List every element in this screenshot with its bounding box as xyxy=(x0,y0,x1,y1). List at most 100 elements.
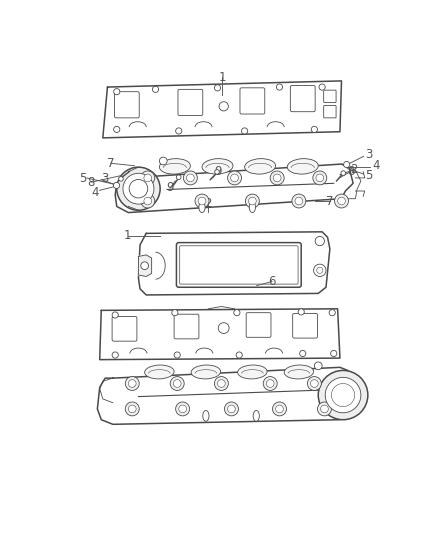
Ellipse shape xyxy=(238,365,267,379)
Circle shape xyxy=(128,379,136,387)
Circle shape xyxy=(224,402,238,416)
Circle shape xyxy=(332,384,355,407)
Circle shape xyxy=(173,379,181,387)
Circle shape xyxy=(141,194,155,208)
Circle shape xyxy=(187,174,194,182)
Text: 5: 5 xyxy=(79,172,86,184)
FancyBboxPatch shape xyxy=(112,317,137,341)
Ellipse shape xyxy=(203,410,209,421)
Text: 4: 4 xyxy=(92,185,99,198)
Circle shape xyxy=(266,379,274,387)
Circle shape xyxy=(177,175,181,180)
Circle shape xyxy=(315,237,325,246)
Ellipse shape xyxy=(145,365,174,379)
Polygon shape xyxy=(138,255,152,277)
Circle shape xyxy=(311,379,318,387)
Circle shape xyxy=(129,180,148,198)
Text: 7: 7 xyxy=(107,157,114,170)
Circle shape xyxy=(245,194,259,208)
Circle shape xyxy=(325,377,361,413)
Circle shape xyxy=(321,405,328,413)
Text: 4: 4 xyxy=(373,159,380,172)
Text: 5: 5 xyxy=(365,169,372,182)
Circle shape xyxy=(184,171,198,185)
Circle shape xyxy=(119,176,123,181)
Circle shape xyxy=(112,352,118,358)
Circle shape xyxy=(276,405,283,413)
FancyBboxPatch shape xyxy=(174,314,199,339)
Circle shape xyxy=(314,264,326,277)
Circle shape xyxy=(198,197,206,205)
Circle shape xyxy=(319,84,325,90)
Circle shape xyxy=(248,197,256,205)
Circle shape xyxy=(123,173,154,204)
Circle shape xyxy=(113,182,120,189)
Text: 2: 2 xyxy=(350,163,357,176)
FancyBboxPatch shape xyxy=(324,90,336,102)
Text: 1: 1 xyxy=(219,70,226,84)
Circle shape xyxy=(234,310,240,316)
Circle shape xyxy=(174,352,180,358)
Circle shape xyxy=(144,174,152,182)
Circle shape xyxy=(141,171,155,185)
Text: 6: 6 xyxy=(268,275,276,288)
Circle shape xyxy=(292,194,306,208)
Ellipse shape xyxy=(249,202,255,213)
Ellipse shape xyxy=(287,159,318,174)
Circle shape xyxy=(141,262,148,270)
FancyBboxPatch shape xyxy=(114,92,139,118)
FancyBboxPatch shape xyxy=(293,313,318,338)
FancyBboxPatch shape xyxy=(246,313,271,337)
Text: 3: 3 xyxy=(365,148,372,161)
Circle shape xyxy=(343,161,350,167)
Circle shape xyxy=(144,197,152,205)
Circle shape xyxy=(176,128,182,134)
Text: 8: 8 xyxy=(347,165,354,178)
Circle shape xyxy=(214,85,221,91)
Ellipse shape xyxy=(202,159,233,174)
Text: 1: 1 xyxy=(124,229,131,242)
Circle shape xyxy=(311,126,318,133)
Circle shape xyxy=(228,405,235,413)
Ellipse shape xyxy=(159,159,191,174)
Circle shape xyxy=(331,350,337,357)
Circle shape xyxy=(219,102,228,111)
Circle shape xyxy=(218,379,225,387)
FancyBboxPatch shape xyxy=(324,106,336,118)
Circle shape xyxy=(159,157,167,165)
Circle shape xyxy=(276,84,283,90)
Circle shape xyxy=(214,377,228,391)
Circle shape xyxy=(112,312,118,318)
Circle shape xyxy=(272,402,286,416)
Circle shape xyxy=(307,377,321,391)
Circle shape xyxy=(152,86,159,92)
Circle shape xyxy=(318,402,332,416)
Ellipse shape xyxy=(284,365,314,379)
Circle shape xyxy=(215,169,219,174)
Ellipse shape xyxy=(191,365,221,379)
Circle shape xyxy=(295,197,303,205)
Circle shape xyxy=(176,402,190,416)
Circle shape xyxy=(228,171,241,185)
Circle shape xyxy=(317,267,323,273)
Circle shape xyxy=(300,350,306,357)
Circle shape xyxy=(335,194,349,208)
Circle shape xyxy=(270,171,284,185)
Circle shape xyxy=(179,405,187,413)
Circle shape xyxy=(117,167,160,210)
Circle shape xyxy=(241,128,248,134)
Circle shape xyxy=(338,197,346,205)
Circle shape xyxy=(298,309,304,315)
FancyBboxPatch shape xyxy=(180,246,298,284)
Circle shape xyxy=(329,310,336,316)
Circle shape xyxy=(231,174,238,182)
Circle shape xyxy=(236,352,242,358)
Circle shape xyxy=(113,126,120,133)
Circle shape xyxy=(172,310,178,316)
FancyBboxPatch shape xyxy=(178,90,203,116)
Circle shape xyxy=(341,171,346,175)
FancyBboxPatch shape xyxy=(177,243,301,287)
Circle shape xyxy=(316,174,324,182)
Ellipse shape xyxy=(199,202,205,213)
Circle shape xyxy=(314,362,322,370)
